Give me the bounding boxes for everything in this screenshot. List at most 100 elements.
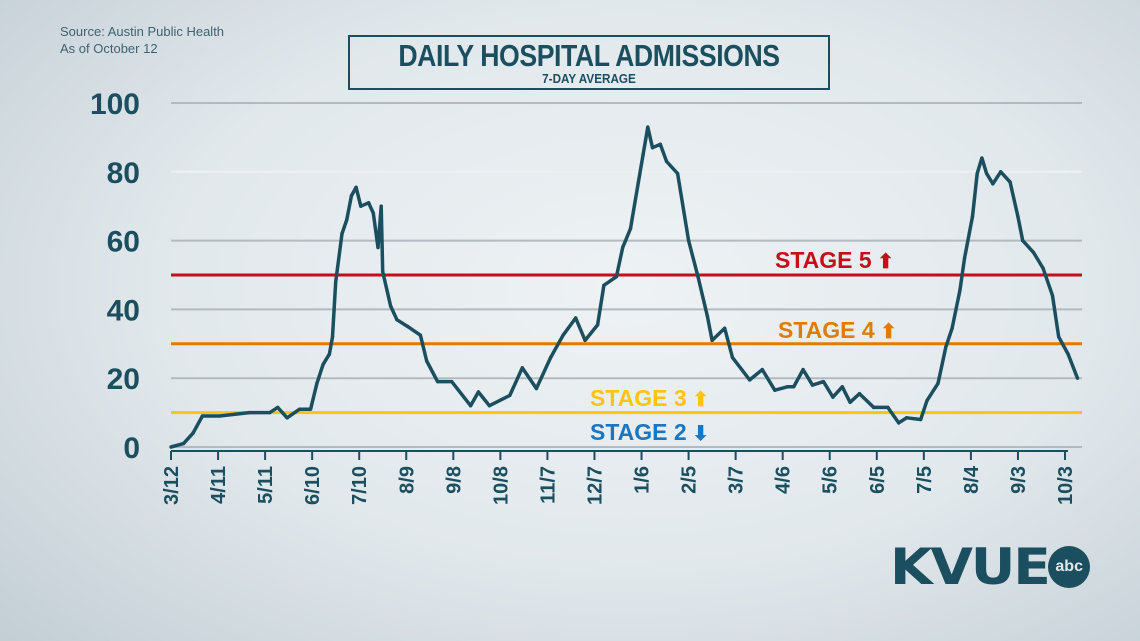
data-point <box>705 314 710 318</box>
data-point <box>628 226 633 231</box>
data-point <box>897 421 901 425</box>
data-point <box>958 288 962 293</box>
data-point <box>476 390 481 394</box>
data-point <box>848 400 852 404</box>
arrow-up-icon: ⬆ <box>872 251 894 273</box>
x-tick-label: 3/12 <box>161 466 183 505</box>
data-point <box>944 345 948 349</box>
x-tick-label: 5/6 <box>820 466 842 494</box>
data-point <box>646 125 650 129</box>
data-point <box>379 204 383 208</box>
stage-label-5: STAGE 5 ⬆ <box>775 247 894 273</box>
x-tick-label: 7/10 <box>349 466 371 505</box>
data-point <box>169 445 173 449</box>
data-point <box>1016 214 1020 219</box>
data-point <box>998 170 1003 174</box>
data-point <box>344 218 349 222</box>
stage-text: STAGE 4 <box>778 317 875 343</box>
data-point <box>308 407 313 411</box>
title-box: DAILY HOSPITAL ADMISSIONS 7-DAY AVERAGE <box>348 35 830 90</box>
data-point <box>275 405 280 410</box>
data-point <box>285 416 289 420</box>
data-point <box>641 152 645 157</box>
data-point <box>980 156 984 160</box>
as-of-note: As of October 12 <box>60 41 158 56</box>
data-point <box>621 245 625 250</box>
x-tick-label: 4/6 <box>773 466 795 494</box>
y-tick-label: 60 <box>107 226 140 259</box>
x-tick-label: 8/4 <box>961 465 983 494</box>
data-point <box>650 146 655 150</box>
data-point <box>1057 335 1061 339</box>
data-point <box>1050 293 1055 298</box>
data-point <box>321 362 325 367</box>
y-tick-label: 40 <box>107 294 140 327</box>
x-tick-label: 6/10 <box>302 466 324 505</box>
data-point <box>424 359 429 363</box>
data-point <box>1066 352 1070 356</box>
data-point <box>730 355 735 360</box>
x-tick-label: 8/9 <box>396 466 418 494</box>
data-point <box>297 407 302 411</box>
data-point <box>857 391 862 396</box>
y-tick-label: 100 <box>90 88 140 121</box>
stage-label-2: STAGE 2 ⬇ <box>590 419 709 445</box>
data-point <box>315 381 319 386</box>
data-point <box>984 171 989 176</box>
data-point <box>359 204 363 208</box>
data-point <box>962 256 967 260</box>
x-tick-label: 5/11 <box>255 466 277 504</box>
x-tick-label: 9/3 <box>1008 466 1030 494</box>
stage-label-3: STAGE 3 ⬆ <box>590 385 709 411</box>
data-point <box>487 404 492 408</box>
data-point <box>791 385 796 389</box>
arrow-up-icon: ⬆ <box>875 321 897 343</box>
data-point <box>468 404 473 408</box>
data-point <box>371 211 376 215</box>
data-point <box>602 283 606 288</box>
x-tick-label: 3/7 <box>726 466 748 494</box>
data-point <box>330 335 335 339</box>
data-point <box>975 171 979 176</box>
data-point <box>904 416 909 420</box>
data-point <box>583 338 587 343</box>
data-point <box>950 326 954 331</box>
data-point <box>1031 250 1036 255</box>
data-point <box>573 316 578 320</box>
data-point <box>349 194 354 198</box>
stage-label-4: STAGE 4 ⬆ <box>778 317 897 343</box>
data-point <box>675 171 680 176</box>
x-tick-label: 10/3 <box>1055 466 1077 505</box>
data-point <box>435 379 440 384</box>
x-tick-label: 9/8 <box>443 466 465 494</box>
data-point <box>418 333 423 337</box>
data-point <box>181 441 186 446</box>
data-point <box>970 214 975 219</box>
x-tick-label: 4/11 <box>208 466 230 504</box>
data-point <box>1075 376 1080 380</box>
abc-badge: abc <box>1048 546 1091 588</box>
source-note: Source: Austin Public Health <box>60 24 225 39</box>
y-tick-label: 20 <box>107 363 140 396</box>
data-point <box>925 398 929 403</box>
chart-title: DAILY HOSPITAL ADMISSIONS <box>398 38 780 73</box>
data-point <box>840 385 844 389</box>
arrow-down-icon: ⬇ <box>687 423 709 445</box>
data-point <box>760 367 764 372</box>
data-point <box>831 395 835 399</box>
data-point <box>658 142 663 146</box>
data-point <box>191 431 195 435</box>
data-point <box>327 352 332 356</box>
data-point <box>200 414 205 418</box>
data-point <box>801 367 805 372</box>
data-point <box>340 232 344 236</box>
data-point <box>376 245 380 250</box>
data-point <box>1041 266 1045 270</box>
data-point <box>333 280 338 284</box>
x-tick-label: 11/7 <box>537 466 559 504</box>
data-point <box>886 405 890 410</box>
arrow-up-icon: ⬆ <box>687 389 709 411</box>
data-point <box>247 410 252 415</box>
stage-text: STAGE 3 <box>590 385 687 411</box>
